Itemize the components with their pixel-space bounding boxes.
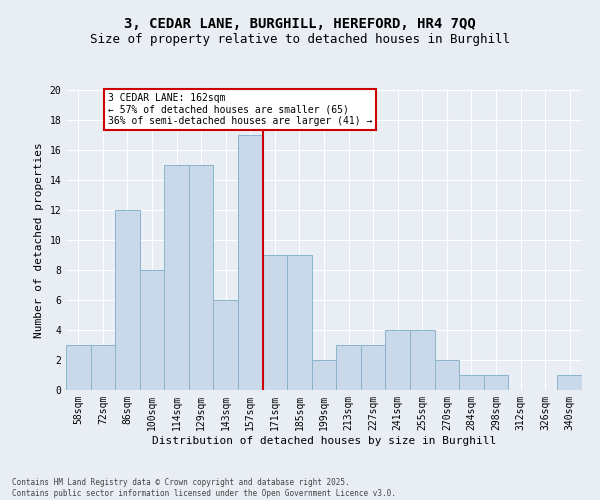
Bar (164, 165, 189, 390)
Bar (484, 375, 508, 390)
Bar (361, 345, 385, 390)
Text: 3, CEDAR LANE, BURGHILL, HEREFORD, HR4 7QQ: 3, CEDAR LANE, BURGHILL, HEREFORD, HR4 7… (124, 18, 476, 32)
Text: 3 CEDAR LANE: 162sqm
← 57% of detached houses are smaller (65)
36% of semi-detac: 3 CEDAR LANE: 162sqm ← 57% of detached h… (108, 93, 372, 126)
Bar (115, 210, 140, 390)
Bar (385, 330, 410, 390)
Bar (214, 300, 238, 390)
Bar (336, 345, 361, 390)
Bar (140, 270, 164, 390)
Bar (557, 375, 582, 390)
Y-axis label: Number of detached properties: Number of detached properties (34, 142, 44, 338)
Bar (189, 165, 214, 390)
Bar (287, 255, 312, 390)
Text: Size of property relative to detached houses in Burghill: Size of property relative to detached ho… (90, 32, 510, 46)
Bar (410, 330, 434, 390)
Bar (312, 360, 336, 390)
Bar (238, 135, 263, 390)
Bar (459, 375, 484, 390)
X-axis label: Distribution of detached houses by size in Burghill: Distribution of detached houses by size … (152, 436, 496, 446)
Bar (434, 360, 459, 390)
Text: Contains HM Land Registry data © Crown copyright and database right 2025.
Contai: Contains HM Land Registry data © Crown c… (12, 478, 396, 498)
Bar (66, 345, 91, 390)
Bar (91, 345, 115, 390)
Bar (263, 255, 287, 390)
